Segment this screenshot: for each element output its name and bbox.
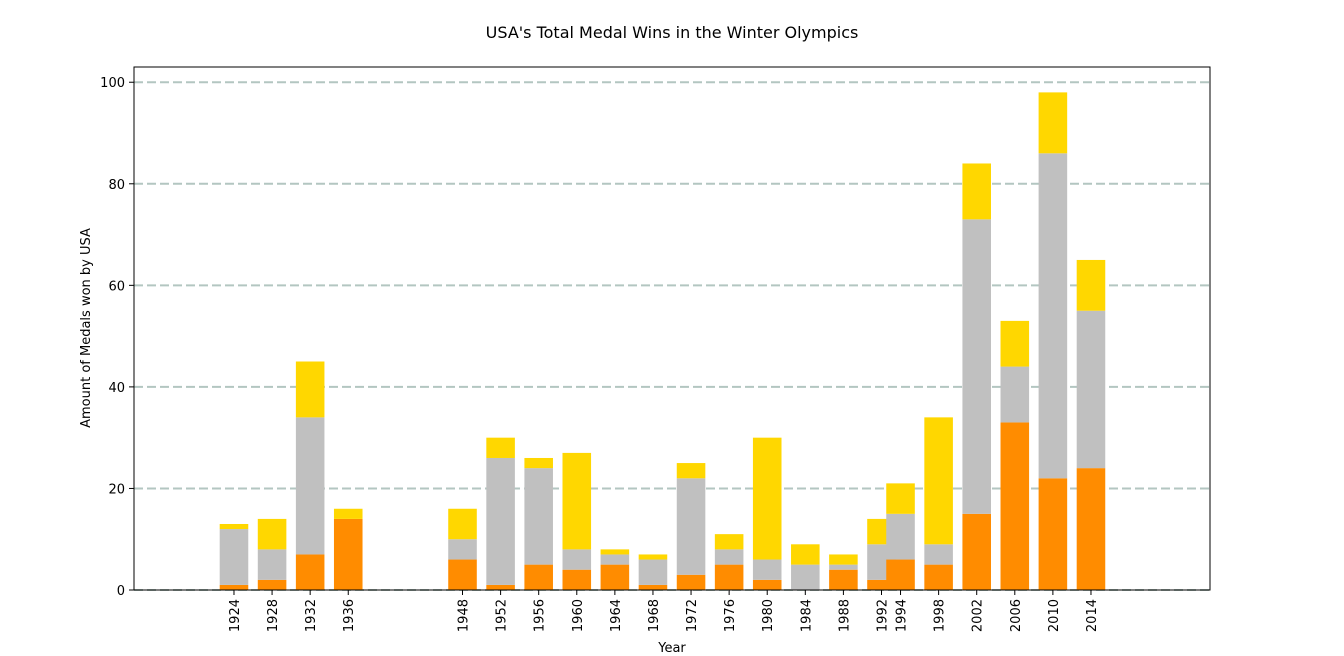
bar-segment — [219, 529, 249, 585]
bar-segment — [829, 564, 858, 570]
bar-segment — [676, 574, 706, 590]
x-tick-label: 1980 — [761, 599, 776, 632]
bar-segment — [638, 584, 668, 590]
bar-segment — [219, 523, 249, 530]
x-tick-label: 1956 — [533, 599, 548, 632]
bar-segment — [638, 554, 668, 560]
bar-segment — [1076, 468, 1106, 590]
bar-segment — [752, 437, 782, 560]
bar-segment — [448, 559, 477, 590]
bar-segment — [829, 554, 858, 565]
bar-segment — [1076, 310, 1106, 469]
y-tick-label: 0 — [117, 584, 125, 599]
x-tick-label: 1952 — [495, 599, 510, 632]
bar-segment — [333, 508, 363, 519]
x-tick-label: 1964 — [609, 599, 624, 632]
bar-segment — [600, 564, 630, 590]
x-tick-label: 2002 — [971, 599, 986, 632]
bar-segment — [886, 483, 915, 514]
x-tick-label: 1998 — [933, 599, 948, 632]
bar-segment — [829, 569, 858, 590]
bar-segment — [448, 539, 477, 560]
bar-segment — [676, 463, 706, 479]
bar-segment — [257, 518, 287, 550]
x-tick-label: 2006 — [1009, 599, 1024, 632]
bar-segment — [962, 513, 991, 590]
x-tick-label: 1992 — [875, 599, 890, 632]
bar-segment — [886, 513, 915, 560]
bar-segment — [562, 452, 592, 550]
bar-segment — [257, 579, 287, 590]
bar-segment — [1038, 153, 1068, 479]
bar-segment — [962, 163, 991, 220]
bar-segment — [524, 457, 553, 469]
bar-segment — [867, 579, 896, 590]
bar-segment — [714, 534, 744, 550]
x-tick-label: 2010 — [1047, 599, 1062, 632]
x-tick-label: 1928 — [266, 599, 281, 632]
bar-segment — [924, 564, 953, 590]
bar-segment — [486, 437, 515, 458]
bar-segment — [1038, 92, 1068, 154]
bar-segment — [791, 544, 820, 565]
bar-series — [219, 92, 1106, 590]
bar-segment — [562, 569, 592, 590]
x-tick-label: 1994 — [895, 599, 910, 632]
y-tick-label: 100 — [100, 76, 125, 91]
x-tick-label: 1976 — [723, 599, 738, 632]
bar-segment — [600, 549, 630, 555]
bar-segment — [562, 549, 592, 570]
bar-segment — [962, 219, 991, 514]
bar-segment — [676, 478, 706, 575]
bar-segment — [257, 549, 287, 580]
bar-segment — [714, 549, 744, 565]
x-tick-label: 1968 — [647, 599, 662, 632]
bar-segment — [924, 417, 953, 545]
y-tick-label: 80 — [108, 178, 125, 193]
bar-segment — [486, 457, 515, 585]
y-axis-label: Amount of Medals won by USA — [79, 228, 94, 428]
x-tick-label: 1948 — [457, 599, 472, 632]
bar-segment — [333, 518, 363, 590]
bar-segment — [638, 559, 668, 585]
bar-segment — [295, 417, 325, 555]
x-tick-label: 1932 — [304, 599, 319, 632]
bar-segment — [791, 564, 820, 590]
x-axis-label: Year — [657, 641, 686, 656]
x-tick-label: 1972 — [685, 599, 700, 632]
bar-segment — [448, 508, 477, 540]
bar-segment — [1076, 259, 1106, 311]
bar-segment — [486, 584, 515, 590]
bar-segment — [295, 361, 325, 418]
x-tick-label: 1960 — [571, 599, 586, 632]
bar-segment — [295, 554, 325, 590]
y-tick-label: 20 — [108, 482, 125, 497]
x-tick-label: 1984 — [799, 599, 814, 632]
bar-segment — [1000, 366, 1030, 423]
bar-segment — [752, 579, 782, 590]
bar-segment — [1000, 320, 1030, 367]
bar-segment — [924, 544, 953, 565]
y-tick-label: 60 — [108, 279, 125, 294]
x-tick-label: 1988 — [837, 599, 852, 632]
bar-segment — [752, 559, 782, 580]
bar-segment — [219, 584, 249, 590]
y-tick-label: 40 — [108, 381, 125, 396]
x-tick-label: 2014 — [1085, 599, 1100, 632]
plot-frame — [133, 66, 1211, 591]
bar-segment — [1000, 422, 1030, 590]
chart-title: USA's Total Medal Wins in the Winter Oly… — [486, 23, 859, 42]
x-tick-label: 1924 — [228, 599, 243, 632]
axes: 0 20 40 60 80 100 1924 1928 1932 1936 1948 1952 1956… — [100, 76, 1100, 632]
x-tick-label: 1936 — [342, 599, 357, 632]
bar-segment — [524, 468, 553, 565]
bar-segment — [524, 564, 553, 590]
bar-segment — [1038, 478, 1068, 590]
bar-segment — [600, 554, 630, 565]
bar-segment — [886, 559, 915, 590]
bar-segment — [714, 564, 744, 590]
